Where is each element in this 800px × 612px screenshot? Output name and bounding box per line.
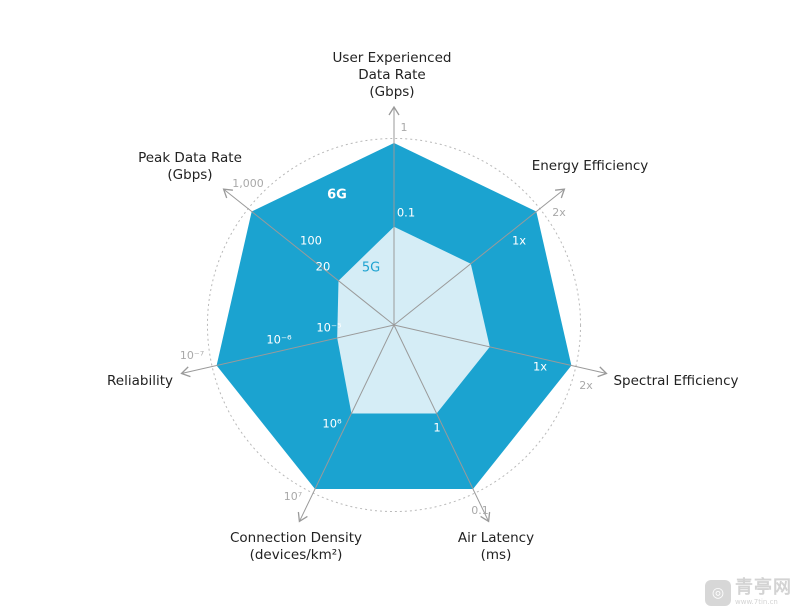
tick-5g-1: 0.1 [397, 206, 415, 220]
outer-tick-4: 0.1 [471, 504, 489, 517]
axis-label-2-line-1: Energy Efficiency [532, 158, 649, 174]
axis-label-7-line-1: Peak Data Rate [138, 150, 242, 166]
spoke-5 [298, 324, 395, 522]
axis-label-4-line-1: Air Latency [458, 530, 534, 546]
spoke-arrow-icon-4 [480, 511, 491, 523]
series-5g-polygon [337, 226, 490, 414]
tick-6g-7: 100 [300, 234, 322, 248]
watermark-text: 青亭网 www.7tin.cn [735, 579, 792, 606]
outer-tick-1: 1 [401, 121, 408, 134]
spoke-arrow-icon-2 [555, 188, 566, 199]
grid-circle-3 [206, 137, 582, 513]
outer-tick-7: 1,000 [232, 177, 264, 190]
series-6g-label: 6G [327, 188, 347, 203]
axis-label-5-line-2: (devices/km²) [250, 547, 343, 563]
outer-tick-2: 2x [552, 206, 566, 219]
spoke-arrow-icon-5 [297, 511, 308, 523]
spoke-7 [223, 188, 395, 326]
axis-label-4-line-2: (ms) [481, 547, 512, 563]
tick-5g-5: 10⁶ [322, 417, 342, 431]
watermark-url: www.7tin.cn [735, 598, 778, 606]
axis-label-7-line-2: (Gbps) [167, 167, 212, 183]
tick-5g-2: 1x [512, 234, 526, 248]
axis-label-1-line-2: Data Rate [358, 67, 425, 83]
tick-6g-6: 10⁻⁶ [266, 333, 292, 347]
spoke-arrow-icon-3 [597, 366, 608, 378]
spoke-arrow-icon-6 [180, 366, 191, 378]
spoke-4 [393, 324, 490, 522]
watermark-name: 青亭网 [735, 577, 792, 598]
tick-5g-4: 1 [433, 421, 440, 435]
spoke-6 [181, 324, 395, 374]
watermark-logo-icon: ◎ [705, 579, 731, 606]
outer-tick-6: 10⁻⁷ [180, 349, 204, 362]
axis-label-1-line-1: User Experienced [333, 50, 452, 66]
axis-label-5-line-1: Connection Density [230, 530, 362, 546]
axis-label-3-line-1: Spectral Efficiency [613, 373, 738, 389]
series-5g-label: 5G [362, 261, 380, 276]
tick-5g-6: 10⁻⁵ [316, 321, 342, 335]
spoke-layer [180, 105, 608, 523]
spoke-arrow-icon-7 [222, 188, 233, 199]
spoke-3 [393, 324, 607, 374]
watermark: ◎ 青亭网 www.7tin.cn [705, 579, 792, 606]
outer-tick-5: 10⁷ [284, 490, 302, 503]
spoke-arrow-icon-1 [388, 105, 400, 116]
outer-tick-3: 2x [579, 379, 593, 392]
axis-label-1-line-3: (Gbps) [369, 84, 414, 100]
tick-5g-7: 20 [316, 260, 331, 274]
axis-label-6-line-1: Reliability [107, 373, 173, 389]
spoke-2 [393, 188, 565, 326]
tick-5g-3: 1x [533, 360, 547, 374]
